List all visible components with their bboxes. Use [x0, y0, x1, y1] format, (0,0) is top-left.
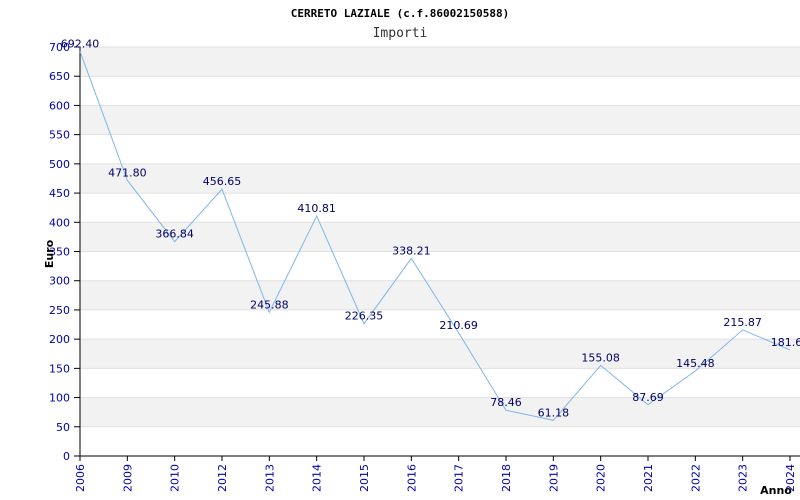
series-line	[79, 51, 791, 421]
x-axis-label: Anno	[760, 484, 792, 497]
y-axis-label: Euro	[43, 239, 56, 268]
x-tick-label: 2016	[405, 464, 418, 492]
data-label: 226.35	[345, 310, 384, 323]
y-tick-label: 250	[49, 304, 70, 317]
data-label: 471.80	[108, 166, 147, 179]
grid-band	[80, 47, 800, 77]
y-tick-label: 300	[49, 275, 70, 288]
data-label: 456.65	[203, 175, 242, 188]
chart-subtitle: Importi	[373, 26, 428, 41]
grid-bands	[80, 47, 800, 427]
y-tick-label: 50	[56, 421, 70, 434]
x-tick-label: 2022	[689, 464, 702, 492]
data-label: 155.08	[581, 351, 620, 364]
y-tick-label: 650	[49, 70, 70, 83]
y-tick-label: 500	[49, 158, 70, 171]
x-tick-label: 2009	[121, 464, 134, 492]
x-tick-label: 2017	[453, 464, 466, 492]
y-tick-label: 200	[49, 333, 70, 346]
data-label: 692.40	[61, 37, 100, 50]
y-tick-label: 0	[63, 450, 70, 463]
data-label: 61.18	[538, 406, 570, 419]
grid-band	[80, 339, 800, 369]
x-tick-label: 2006	[74, 464, 87, 492]
x-tick-label: 2013	[263, 464, 276, 492]
data-label: 215.87	[723, 316, 762, 329]
data-label: 78.46	[490, 396, 522, 409]
data-label: 410.81	[297, 202, 336, 215]
y-tick-label: 700	[49, 41, 70, 54]
x-tick-label: 2019	[547, 464, 560, 492]
data-label: 210.69	[439, 319, 478, 332]
chart-title: CERRETO LAZIALE (c.f.86002150588)	[291, 7, 510, 20]
y-tick-label: 550	[49, 129, 70, 142]
y-tick-label: 100	[49, 392, 70, 405]
data-label: 338.21	[392, 244, 431, 257]
y-tick-label: 600	[49, 99, 70, 112]
data-label: 245.88	[250, 298, 289, 311]
x-tick-label: 2023	[737, 464, 750, 492]
data-label: 87.69	[632, 391, 664, 404]
x-tick-label: 2014	[311, 464, 324, 492]
x-tick-label: 2010	[169, 464, 182, 492]
grid-band	[80, 397, 800, 427]
grid-band	[80, 280, 800, 310]
y-tick-label: 400	[49, 216, 70, 229]
data-label: 366.84	[155, 228, 194, 241]
y-tick-label: 150	[49, 362, 70, 375]
x-tick-label: 2015	[358, 464, 371, 492]
x-tick-label: 2024	[784, 464, 797, 492]
data-labels: 692.40 471.80 366.84 456.65 245.88 410.81 226.…	[61, 37, 800, 419]
y-tick-label: 350	[49, 246, 70, 259]
grid-band	[80, 163, 800, 194]
x-tick-label: 2020	[595, 464, 608, 492]
data-label: 145.48	[676, 357, 715, 370]
series-group	[79, 51, 791, 421]
x-tick-label: 2021	[642, 464, 655, 492]
y-tick-label: 450	[49, 187, 70, 200]
x-tick-label: 2012	[216, 464, 229, 492]
grid-band	[80, 222, 800, 252]
grid-band	[80, 105, 800, 135]
x-axis-ticks: 2006 2009 2010 2012 2013 2014 2015 2016 2017 2018…	[74, 456, 797, 492]
x-tick-label: 2018	[500, 464, 513, 492]
data-label: 181.63	[771, 336, 800, 349]
y-axis-ticks: 0 50 100 150 200 250 300 350 400 450 500 550 600 650 7…	[49, 41, 80, 463]
